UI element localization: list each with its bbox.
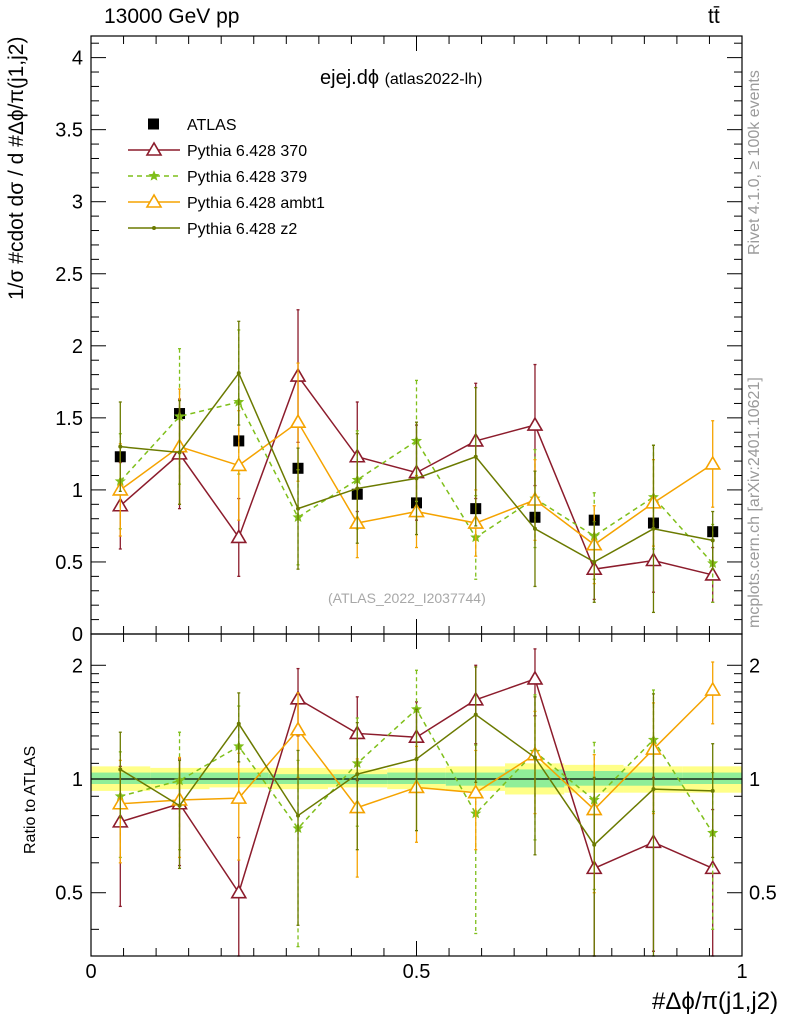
x-tick-label: 1 <box>736 961 747 983</box>
plot-title-sub: (atlas2022-lh) <box>384 71 483 88</box>
data-point <box>592 842 597 847</box>
data-point <box>467 784 485 799</box>
legend-marker <box>145 141 163 156</box>
data-point <box>473 712 478 717</box>
legend: ATLAS Pythia 6.428 370 Pythia 6.428 379 Pyt… <box>128 117 325 238</box>
y-tick-label: 0.5 <box>55 552 83 574</box>
ratio-y-tick-label: 2 <box>72 655 83 677</box>
data-point <box>236 721 241 726</box>
analysis-watermark: (ATLAS_2022_I2037744) <box>328 590 486 606</box>
mcplots-credit-label: mcplots.cern.ch [arXiv:2401.10621] <box>746 377 763 628</box>
legend-label: Pythia 6.428 379 <box>187 169 307 186</box>
y-tick-label: 3.5 <box>55 120 83 142</box>
y-tick-label: 4 <box>72 48 83 70</box>
ratio-y-tick-label-right: 1 <box>749 769 760 791</box>
y-tick-label: 0 <box>72 624 83 646</box>
ratio-panel: 0.5 0.5 1 1 2 2 <box>55 648 777 957</box>
data-point <box>230 884 248 899</box>
series-line-pythia-6-428-379 <box>119 401 714 564</box>
data-point <box>651 787 656 792</box>
data-point <box>592 559 597 564</box>
legend-item-pythia-6-428-370: Pythia 6.428 370 <box>128 141 307 160</box>
legend-label: Pythia 6.428 z2 <box>187 221 297 238</box>
legend-marker <box>145 193 163 208</box>
data-point <box>230 528 248 544</box>
data-point <box>526 416 544 431</box>
ratio-frame <box>90 633 743 957</box>
rivet-version-label: Rivet 4.1.0, ≥ 100k events <box>746 70 763 255</box>
data-point <box>710 788 715 793</box>
y-tick-label: 2 <box>72 336 83 358</box>
data-point <box>473 454 478 459</box>
data-point <box>704 455 722 470</box>
legend-item-pythia-6-428-ambt1: Pythia 6.428 ambt1 <box>128 193 325 212</box>
data-point <box>355 772 360 777</box>
data-point <box>289 721 307 736</box>
panel-frames: 0 0.5 1 <box>85 35 748 983</box>
legend-marker <box>148 170 160 181</box>
legend-marker <box>152 226 156 230</box>
ratio-y-tick-label-right: 2 <box>749 655 760 677</box>
data-point <box>526 670 544 685</box>
legend-label: Pythia 6.428 370 <box>187 143 307 160</box>
data-point <box>414 756 419 761</box>
ratio-y-tick-label: 1 <box>72 769 83 791</box>
data-point <box>532 526 537 531</box>
plot-title: ejej.dϕ (atlas2022-lh) <box>320 68 482 88</box>
y-tick-label: 1 <box>72 480 83 502</box>
data-point <box>289 413 307 428</box>
data-point <box>177 803 182 808</box>
series-ratio-pythia-6-428-z2 <box>118 666 715 957</box>
legend-item-atlas: ATLAS <box>148 117 237 134</box>
legend-label: ATLAS <box>187 117 237 134</box>
plot-title-main: ejej.dϕ <box>320 67 380 89</box>
data-point <box>414 476 419 481</box>
ratio-y-tick-label-right: 0.5 <box>749 883 777 905</box>
data-point <box>704 681 722 696</box>
legend-item-pythia-6-428-379: Pythia 6.428 379 <box>128 169 307 186</box>
ratio-y-axis-label: Ratio to ATLAS <box>22 745 39 854</box>
legend-label: Pythia 6.428 ambt1 <box>187 195 325 212</box>
ratio-y-tick-label: 0.5 <box>55 883 83 905</box>
main-panel: ATLAS Pythia 6.428 370 Pythia 6.428 379 Pyt… <box>55 42 742 646</box>
legend-item-pythia-6-428-z2: Pythia 6.428 z2 <box>128 221 297 238</box>
data-point <box>355 486 360 491</box>
data-point <box>296 506 301 511</box>
data-point <box>236 371 241 376</box>
data-point <box>118 444 123 449</box>
y-tick-label: 3 <box>72 192 83 214</box>
data-point <box>710 538 715 543</box>
beam-energy-label: 13000 GeV pp <box>104 5 240 28</box>
process-label: tt̄ <box>708 5 720 28</box>
main-y-axis-label: 1/σ #cdot dσ / d #Δϕ/π(j1,j2) <box>5 36 28 300</box>
y-tick-label: 2.5 <box>55 264 83 286</box>
data-point <box>296 813 301 818</box>
x-tick-label: 0.5 <box>403 961 431 983</box>
y-tick-label: 1.5 <box>55 408 83 430</box>
data-point <box>230 456 248 472</box>
legend-swatch <box>148 118 159 130</box>
data-point <box>118 767 123 772</box>
x-tick-label: 0 <box>85 961 96 983</box>
series-pythia-6-428-z2 <box>118 320 715 614</box>
data-point <box>230 789 248 804</box>
data-point <box>651 526 656 531</box>
data-point <box>177 450 182 455</box>
x-axis-label: #Δϕ/π(j1,j2) <box>652 988 779 1015</box>
data-point <box>532 755 537 760</box>
